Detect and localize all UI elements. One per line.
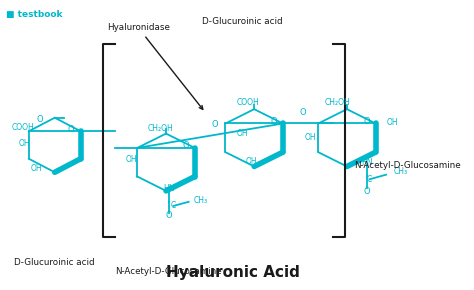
- Text: OH: OH: [246, 157, 257, 166]
- Text: O: O: [211, 120, 218, 129]
- Text: Hyaluronidase: Hyaluronidase: [107, 23, 203, 109]
- Text: O: O: [363, 117, 370, 126]
- Text: C: C: [171, 201, 176, 210]
- Text: O: O: [182, 141, 189, 150]
- Text: O: O: [300, 108, 306, 117]
- Text: CH₃: CH₃: [394, 167, 408, 176]
- Text: CH₂OH: CH₂OH: [325, 98, 351, 107]
- Text: D-Glucuroinic acid: D-Glucuroinic acid: [14, 258, 95, 267]
- Text: OH: OH: [126, 155, 137, 164]
- Text: OH: OH: [31, 164, 43, 173]
- Text: OH: OH: [19, 139, 30, 148]
- Text: N-Acetyl-D-Glucosamine: N-Acetyl-D-Glucosamine: [115, 267, 222, 276]
- Text: OH: OH: [386, 118, 398, 127]
- Text: OH: OH: [237, 129, 248, 138]
- Text: COOH: COOH: [12, 123, 35, 132]
- Text: CH₂OH: CH₂OH: [147, 124, 173, 133]
- Text: COOH: COOH: [237, 98, 260, 107]
- Text: O: O: [37, 115, 44, 124]
- Text: C: C: [367, 175, 372, 184]
- Text: OH: OH: [305, 133, 317, 142]
- Text: HN: HN: [164, 184, 175, 193]
- Text: Hyaluronic Acid: Hyaluronic Acid: [166, 265, 300, 280]
- Text: O: O: [363, 187, 370, 196]
- Text: HN: HN: [361, 158, 372, 167]
- Text: O: O: [166, 211, 173, 220]
- Text: O: O: [68, 126, 74, 135]
- Text: CH₃: CH₃: [193, 196, 207, 205]
- Text: N-Acetyl-D-Glucosamine: N-Acetyl-D-Glucosamine: [354, 161, 461, 170]
- Text: O: O: [271, 117, 277, 126]
- Text: D-Glucuroinic acid: D-Glucuroinic acid: [202, 17, 283, 26]
- Text: ■ testbook: ■ testbook: [6, 10, 63, 19]
